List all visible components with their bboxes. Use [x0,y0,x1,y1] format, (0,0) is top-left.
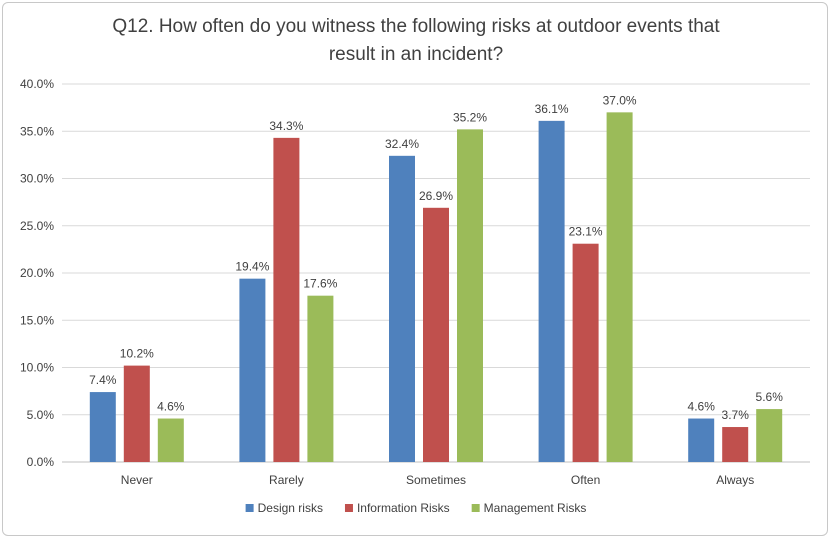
legend-label: Design risks [258,501,323,515]
bar [89,392,116,462]
data-label: 34.3% [269,119,303,133]
bar [307,295,334,462]
bar [606,112,633,462]
data-label: 37.0% [603,93,637,107]
x-axis-categories: Never Rarely Sometimes Often Always [121,473,754,487]
x-category-label: Often [571,473,600,487]
data-label: 10.2% [120,347,154,361]
data-label: 17.6% [303,277,337,291]
legend-label: Management Risks [484,501,587,515]
y-tick-label: 30.0% [20,172,54,186]
y-tick-label: 35.0% [20,124,54,138]
legend-label: Information Risks [357,501,450,515]
x-category-label: Never [121,473,153,487]
data-label: 35.2% [453,110,487,124]
chart-title: Q12. How often do you witness the follow… [112,16,720,65]
data-label: 32.4% [385,137,419,151]
data-label: 23.1% [569,225,603,239]
x-category-label: Always [716,473,754,487]
bar [538,120,565,462]
legend-swatch [471,504,480,512]
data-label: 3.7% [722,408,750,422]
bar [389,155,415,462]
bar [722,427,749,462]
y-tick-label: 15.0% [20,313,54,327]
bar [572,243,599,462]
bar [273,137,300,463]
y-tick-label: 10.0% [20,361,54,375]
data-label: 19.4% [235,260,269,274]
y-tick-label: 40.0% [20,77,54,91]
data-label: 4.6% [688,400,716,414]
bar [239,278,266,462]
data-label: 4.6% [157,400,185,414]
y-tick-label: 0.0% [27,455,55,469]
y-axis-ticks: 0.0% 5.0% 10.0% 15.0% 20.0% 25.0% 30.0% 35.0% 40… [20,77,54,469]
x-category-label: Sometimes [406,473,466,487]
legend: Design risks Information Risks Management … [245,501,587,515]
data-label: 7.4% [89,373,117,387]
bar [423,207,449,462]
chart-title-line-2: result in an incident? [329,44,503,65]
bar [123,365,150,462]
data-label: 5.6% [756,390,784,404]
x-category-label: Rarely [269,473,304,487]
data-labels: 7.4%10.2% 4.6% 19.4% 34.3% 17.6% 32.4% 26.9% 35… [89,93,783,422]
bar [688,418,715,462]
y-tick-label: 5.0% [27,408,55,422]
data-label: 36.1% [535,102,569,116]
y-tick-label: 20.0% [20,266,54,280]
bar [457,129,483,463]
y-tick-label: 25.0% [20,219,54,233]
data-label: 26.9% [419,189,453,203]
bar [157,418,184,462]
legend-swatch [245,504,254,512]
bars [89,112,783,463]
chart-title-line-1: Q12. How often do you witness the follow… [112,16,720,37]
legend-swatch [344,504,353,512]
bar [756,409,783,462]
